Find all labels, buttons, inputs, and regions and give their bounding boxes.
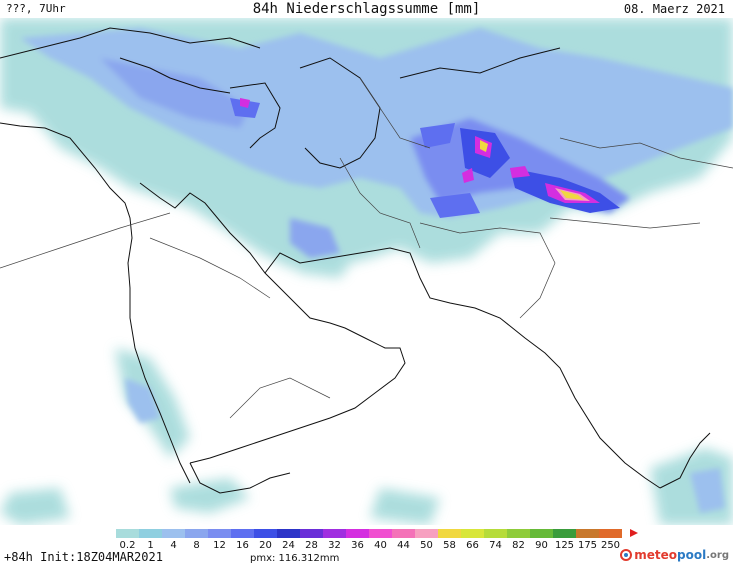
legend-label: 175 [577,540,598,551]
legend-swatch [323,529,346,538]
legend-label: 24 [282,540,295,551]
legend-label: 50 [420,540,433,551]
legend-swatch [392,529,415,538]
legend-swatch [185,529,208,538]
precip-field-medium [20,28,733,513]
legend-swatch [415,529,438,538]
legend-label: 0.2 [119,540,136,551]
legend-swatch [369,529,392,538]
legend-label: 82 [512,540,525,551]
legend-swatch [162,529,185,538]
political-borders [0,77,733,419]
legend-max-arrow [630,529,638,537]
logo-text-meteo: meteo [634,548,678,562]
legend-label: 44 [397,540,410,551]
legend-labels: 0.2 1 4 8 12 16 20 24 28 32 36 40 44 50 58 66 74 82 90 125 1… [116,540,630,552]
legend-label: 66 [466,540,479,551]
forecast-init-label: +84h Init:18Z04MAR2021 [4,550,163,564]
logo-text-org: .org [706,549,729,561]
legend-label: 74 [489,540,502,551]
coastlines-and-borders [0,27,711,494]
legend-swatch [231,529,254,538]
legend-label: 16 [236,540,249,551]
legend-swatch [438,529,461,538]
precipitation-map [0,18,733,525]
legend-swatch [553,529,576,538]
legend-swatch [576,529,599,538]
legend-swatch [507,529,530,538]
legend-label: 4 [170,540,177,551]
legend-swatch [484,529,507,538]
logo-icon [620,549,633,561]
legend-label: 32 [328,540,341,551]
legend-swatch [254,529,277,538]
legend-label: 125 [554,540,575,551]
pmx-label: pmx: 116.312mm [250,553,340,564]
legend-swatch [461,529,484,538]
legend-swatch [530,529,553,538]
legend-swatch [139,529,162,538]
legend-label: 8 [193,540,200,551]
legend-swatch [208,529,231,538]
legend-label: 90 [535,540,548,551]
valid-date-label: 08. Maerz 2021 [623,2,725,16]
legend-label: 12 [213,540,226,551]
legend-color-bar [116,529,638,539]
legend-label: 20 [259,540,272,551]
legend-swatch [300,529,323,538]
legend-swatch [116,529,139,538]
legend-swatches [116,529,622,538]
location-time-label: ???, 7Uhr [6,2,66,15]
legend-swatch [277,529,300,538]
precip-field-heavy [230,98,620,218]
logo-text-pool: pool [677,548,707,562]
legend-swatch [599,529,622,538]
legend-label: 36 [351,540,364,551]
legend-label: 1 [147,540,154,551]
legend-label: 40 [374,540,387,551]
map-title: 84h Niederschlagssumme [mm] [252,1,481,17]
legend-label: 250 [600,540,621,551]
meteopool-logo[interactable]: meteo pool .org [620,547,729,563]
legend-label: 58 [443,540,456,551]
legend-label: 28 [305,540,318,551]
legend-swatch [346,529,369,538]
